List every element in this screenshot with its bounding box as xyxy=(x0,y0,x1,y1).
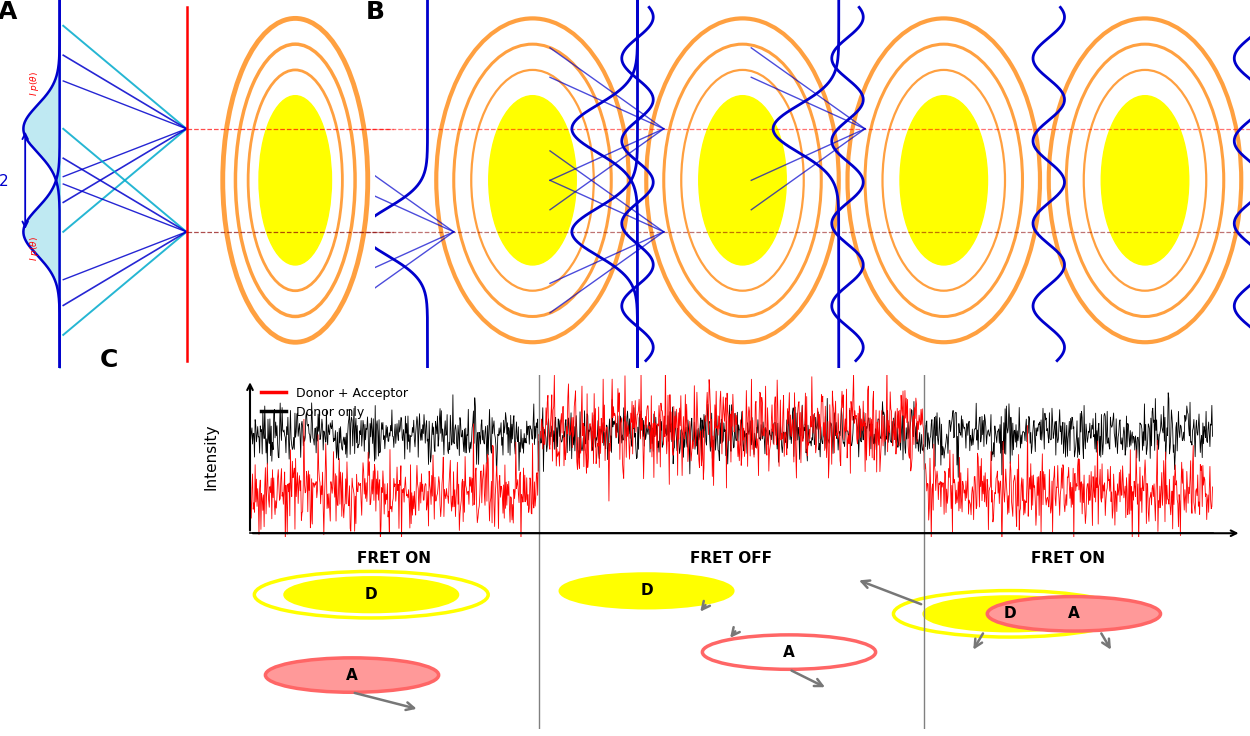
Ellipse shape xyxy=(900,96,988,265)
Text: $\lambda$/2: $\lambda$/2 xyxy=(0,171,9,189)
Text: FRET ON: FRET ON xyxy=(1031,551,1105,566)
Circle shape xyxy=(703,635,875,669)
Circle shape xyxy=(924,597,1098,631)
Text: FRET OFF: FRET OFF xyxy=(690,551,772,566)
Ellipse shape xyxy=(489,96,576,265)
Legend: Donor + Acceptor, Donor only: Donor + Acceptor, Donor only xyxy=(256,381,414,424)
Text: $I\ p(\theta)$: $I\ p(\theta)$ xyxy=(28,71,41,96)
Text: A: A xyxy=(0,0,18,24)
Circle shape xyxy=(285,578,458,612)
Text: D: D xyxy=(365,587,378,602)
Text: A: A xyxy=(1068,606,1080,621)
Text: D: D xyxy=(1004,606,1016,621)
Circle shape xyxy=(265,658,439,693)
Circle shape xyxy=(560,573,734,608)
Text: FRET ON: FRET ON xyxy=(357,551,431,566)
Text: $I\ p(\theta)$: $I\ p(\theta)$ xyxy=(28,236,41,261)
Text: A: A xyxy=(782,645,795,659)
Ellipse shape xyxy=(1101,96,1189,265)
Ellipse shape xyxy=(259,96,331,265)
Text: A: A xyxy=(346,668,358,682)
Ellipse shape xyxy=(699,96,786,265)
Circle shape xyxy=(988,597,1160,631)
Text: Intensity: Intensity xyxy=(204,423,219,489)
Text: D: D xyxy=(640,584,652,598)
Text: C: C xyxy=(100,347,119,372)
Text: B: B xyxy=(366,0,385,24)
